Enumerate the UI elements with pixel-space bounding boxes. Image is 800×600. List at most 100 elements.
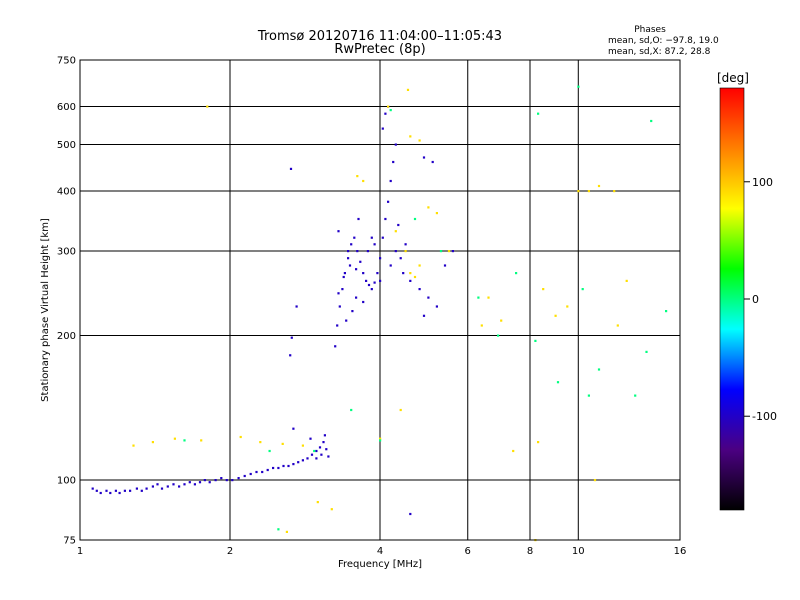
- data-point: [625, 279, 628, 282]
- data-point: [381, 236, 384, 239]
- data-point: [356, 250, 359, 253]
- data-point: [394, 143, 397, 146]
- data-point: [268, 449, 271, 453]
- data-point: [109, 491, 112, 495]
- data-point: [347, 257, 350, 260]
- data-point: [359, 260, 362, 263]
- y-tick-label: 100: [57, 476, 76, 487]
- colorbar-gradient: [719, 87, 745, 511]
- data-point: [336, 324, 339, 327]
- data-point: [285, 530, 288, 533]
- data-point: [310, 453, 314, 456]
- data-point: [381, 127, 384, 130]
- data-point: [616, 324, 619, 327]
- data-point: [376, 272, 379, 275]
- data-point: [208, 481, 211, 484]
- data-point: [409, 279, 412, 282]
- data-point: [373, 281, 376, 284]
- x-tick-label: 2: [227, 546, 233, 557]
- colorbar-label: [deg]: [717, 71, 749, 85]
- data-point: [140, 489, 143, 492]
- data-point: [351, 310, 354, 313]
- data-point: [132, 444, 135, 447]
- data-point: [166, 485, 169, 488]
- data-point: [422, 156, 426, 159]
- data-point: [266, 468, 269, 472]
- data-point: [200, 439, 203, 442]
- data-point: [259, 441, 262, 444]
- data-point: [341, 288, 344, 291]
- data-point: [477, 296, 480, 299]
- data-point: [315, 449, 318, 453]
- data-point: [160, 487, 164, 490]
- data-point: [295, 305, 298, 308]
- data-point: [515, 272, 518, 275]
- data-point: [427, 206, 430, 209]
- data-point: [193, 483, 196, 486]
- data-point: [597, 368, 601, 371]
- data-point: [220, 477, 223, 480]
- data-point: [554, 314, 557, 317]
- data-point: [542, 288, 545, 291]
- data-point: [338, 305, 341, 308]
- colorbar: [deg] 100 0 -100: [717, 71, 777, 511]
- data-point: [277, 466, 280, 470]
- data-point: [394, 230, 397, 233]
- x-tick-label: 4: [377, 546, 383, 557]
- data-point: [451, 250, 454, 253]
- data-point: [367, 283, 371, 287]
- data-point: [173, 437, 176, 440]
- data-point: [365, 279, 368, 282]
- data-point: [277, 528, 280, 531]
- data-point: [355, 296, 358, 299]
- data-point: [178, 485, 181, 488]
- data-point: [151, 485, 154, 488]
- data-point: [379, 257, 382, 260]
- data-point: [243, 474, 246, 478]
- data-point: [409, 135, 412, 138]
- x-tick-label: 10: [572, 546, 585, 557]
- data-point: [95, 489, 98, 492]
- y-tick-label: 500: [57, 140, 76, 151]
- chart-subtitle: RwPretec (8p): [334, 42, 425, 57]
- data-point: [225, 479, 228, 482]
- data-point: [422, 314, 426, 317]
- data-point: [404, 250, 407, 253]
- data-point: [537, 112, 540, 115]
- data-point: [347, 250, 350, 253]
- data-point: [370, 288, 373, 291]
- data-point: [373, 243, 376, 246]
- x-tick-label: 6: [465, 546, 471, 557]
- y-axis-label: Stationary phase Virtual Height [km]: [40, 218, 51, 402]
- data-point: [214, 479, 217, 482]
- data-point: [435, 212, 438, 215]
- data-point: [156, 483, 159, 486]
- x-tick-label: 8: [527, 546, 533, 557]
- data-point: [406, 88, 410, 91]
- data-point: [337, 292, 340, 295]
- data-point: [290, 336, 293, 339]
- x-tick-label: 1: [77, 546, 83, 557]
- y-tick-label: 750: [57, 56, 76, 67]
- phases-box: Phases mean, sd,O: −97.8, 19.0 mean, sd,…: [608, 25, 719, 57]
- data-point: [309, 437, 312, 440]
- data-point: [392, 160, 395, 164]
- data-point: [439, 250, 443, 253]
- data-point: [418, 288, 421, 291]
- data-point: [431, 160, 434, 164]
- colorbar-tick-label: 100: [752, 176, 773, 189]
- data-point: [593, 479, 597, 482]
- y-tick-label: 75: [63, 536, 76, 547]
- data-point: [289, 354, 292, 357]
- data-point: [497, 334, 500, 337]
- data-point: [379, 439, 382, 442]
- data-point: [206, 105, 209, 108]
- data-point: [237, 477, 240, 480]
- data-point: [301, 459, 304, 462]
- data-point: [577, 190, 580, 193]
- phases-title: Phases: [634, 25, 666, 35]
- data-point: [123, 489, 126, 492]
- data-point: [198, 481, 202, 484]
- data-point: [301, 444, 304, 447]
- data-point: [389, 179, 392, 183]
